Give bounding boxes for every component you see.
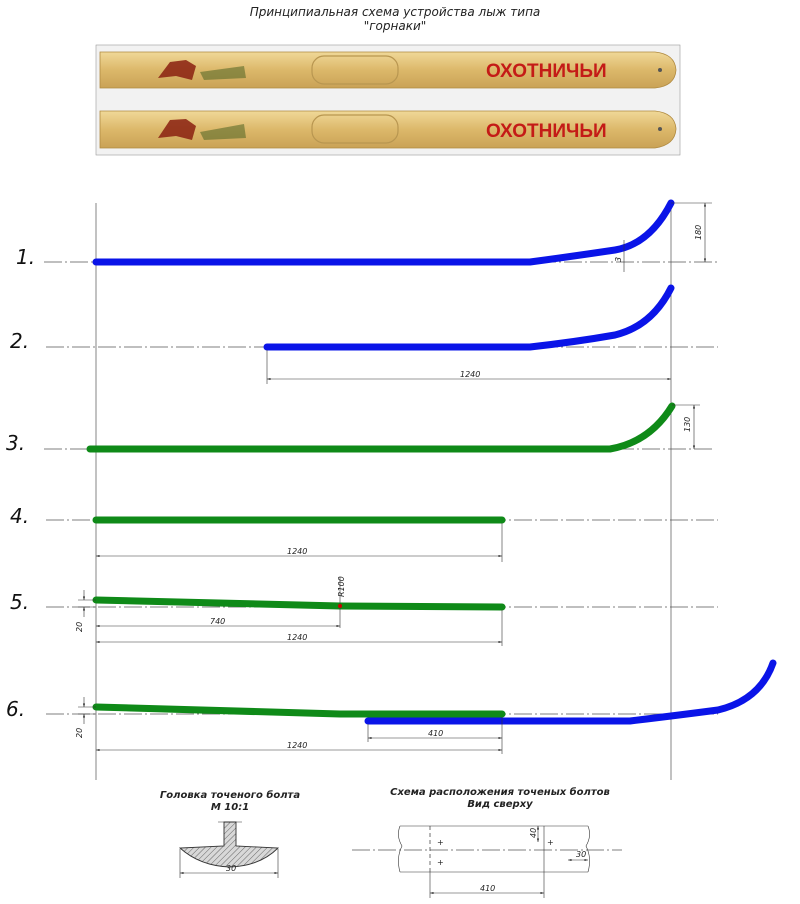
dim-small: 3 [614, 257, 623, 262]
skis-photo: ОХОТНИЧЬИ ОХОТНИЧЬИ [95, 44, 681, 156]
dim-height: 130 [683, 417, 692, 432]
deer-emblem-icon [158, 60, 196, 80]
ski-profile-blue [92, 199, 675, 266]
dim-edge: 30 [576, 850, 586, 859]
ski-profile-blue [364, 659, 777, 725]
row-number: 6. [6, 697, 25, 721]
dim-spacing: 410 [480, 884, 495, 893]
row-number: 2. [10, 329, 29, 353]
row-number: 1. [16, 245, 35, 269]
bolt-head-caption: Головка точеного болта [160, 789, 300, 801]
ski-photo-bottom: ОХОТНИЧЬИ [99, 110, 677, 149]
row-number: 5. [10, 590, 29, 614]
ski-photo-top: ОХОТНИЧЬИ [99, 51, 677, 89]
bolt-head-scale: М 10:1 [211, 802, 249, 813]
dim-overlap: 410 [428, 729, 443, 738]
dim-offset: 40 [529, 828, 538, 838]
dim-length: 1240 [287, 741, 307, 750]
diagram-title-line2: "горнаки" [363, 19, 427, 33]
scheme-row-5: 5. R100 20 740 1240 [10, 576, 718, 646]
bolt-mark-icon: + [437, 858, 444, 867]
ski-brand-label: ОХОТНИЧЬИ [486, 61, 607, 82]
dim-radius: R100 [337, 576, 346, 597]
ski-brand-label: ОХОТНИЧЬИ [486, 121, 607, 142]
ski-profile-green [92, 596, 506, 611]
scheme-row-2: 2. 1240 [10, 284, 718, 384]
scheme-row-4: 4. 1240 [10, 504, 718, 562]
bolt-head-detail: Головка точеного болта М 10:1 30 [160, 789, 300, 878]
scheme-row-1: 1. 180 3 [16, 199, 718, 272]
ski-profile-blue [263, 284, 675, 351]
bolt-mark-icon: + [437, 838, 444, 847]
bolt-mark-icon: + [547, 838, 554, 847]
dim-length: 1240 [287, 547, 307, 556]
dim-rise: 20 [75, 728, 84, 738]
ski-profile-green [92, 703, 506, 718]
row-number: 3. [6, 431, 25, 455]
bolt-layout-caption: Схема расположения точеных болтов [390, 786, 610, 798]
dim-height: 180 [694, 225, 703, 240]
scheme-row-3: 3. 130 [6, 402, 712, 455]
bolt-layout-subcaption: Вид сверху [467, 799, 533, 810]
dim-width: 30 [226, 864, 236, 873]
scheme-row-6: 6. 20 410 1240 [6, 659, 777, 754]
dim-length: 1240 [460, 370, 480, 379]
bolt-layout-detail: Схема расположения точеных болтов Вид св… [352, 786, 622, 898]
dim-length: 1240 [287, 633, 307, 642]
diagram-title-line1: Принципиальная схема устройства лыж типа [249, 5, 541, 19]
deer-emblem-icon [158, 119, 196, 140]
dim-rise: 20 [75, 622, 84, 632]
ski-profile-green [86, 402, 676, 453]
row-number: 4. [10, 504, 29, 528]
dim-length: 740 [210, 617, 225, 626]
